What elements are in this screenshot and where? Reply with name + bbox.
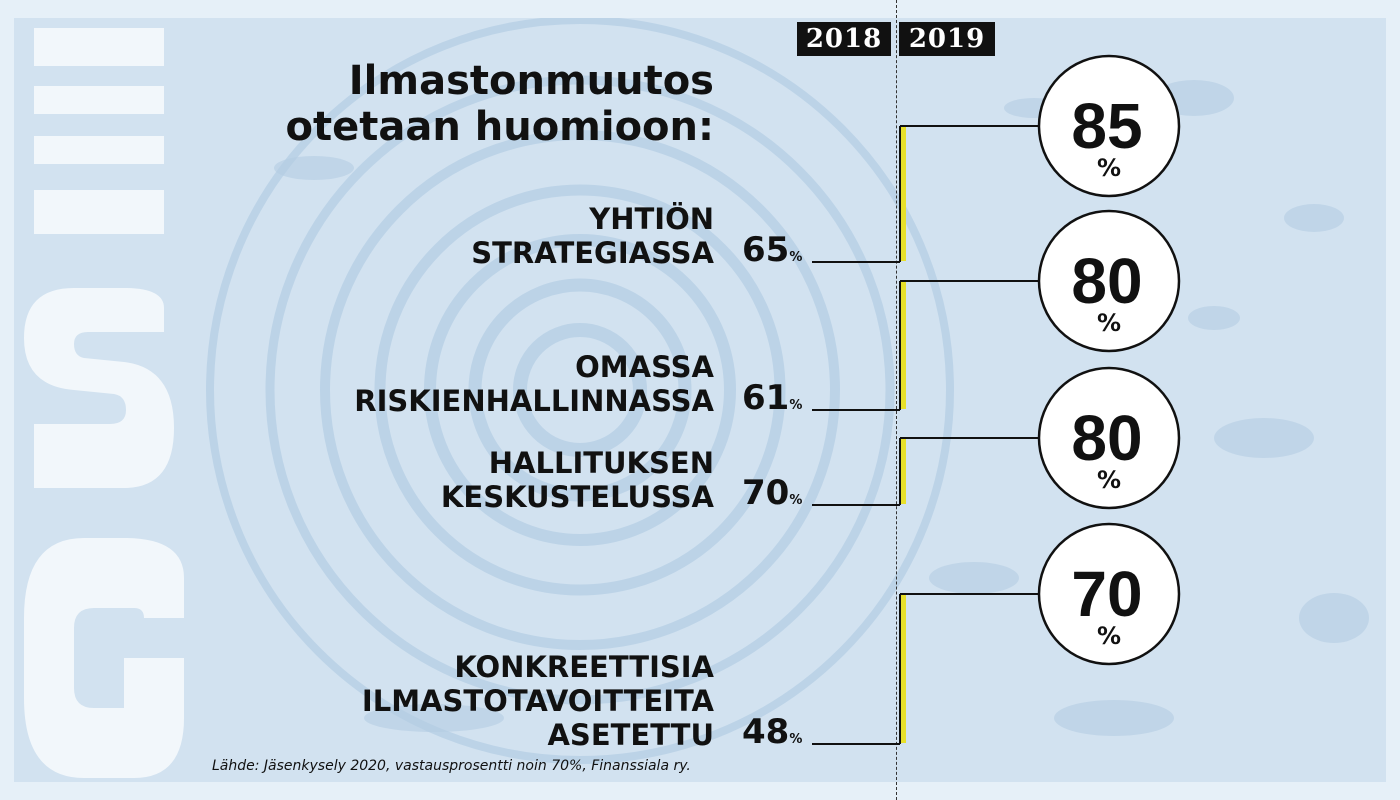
ripple-ring xyxy=(320,130,840,650)
ripple-splash xyxy=(1188,306,1240,330)
ripple-splash xyxy=(1299,593,1369,643)
value-2019-number: 80 xyxy=(1071,402,1142,474)
value-2018-number: 70 xyxy=(742,473,790,513)
change-bar xyxy=(901,595,906,743)
category-label: YHTIÖN STRATEGIASSA xyxy=(471,202,714,270)
value-2018-unit: % xyxy=(789,732,803,747)
value-2019-unit: % xyxy=(1097,309,1121,337)
value-2019-number: 80 xyxy=(1071,245,1142,317)
value-2018-label: 70% xyxy=(742,473,802,521)
category-label-line: OMASSA xyxy=(575,350,714,384)
value-2019-unit: % xyxy=(1097,622,1121,650)
year-label-2019: 2019 xyxy=(899,22,995,56)
ripple-ring xyxy=(468,278,692,502)
decorative-letters xyxy=(14,18,194,782)
category-label-line: ILMASTOTAVOITTEITA xyxy=(361,684,714,718)
value-2018-number: 65 xyxy=(742,230,790,270)
title-line-2: otetaan huomioon: xyxy=(285,104,715,150)
value-2018-label: 61% xyxy=(742,378,802,426)
value-2019-circle xyxy=(1037,209,1181,353)
title-line-1: Ilmastonmuutos xyxy=(348,58,714,104)
value-2018-number: 48 xyxy=(742,712,790,752)
category-label-line: KONKREETTISIA xyxy=(454,650,714,684)
ripple-splash xyxy=(1284,204,1344,232)
ripple-ring xyxy=(206,18,954,764)
change-bar xyxy=(901,127,906,261)
year-divider-line xyxy=(896,0,897,800)
ripple-splash xyxy=(1214,418,1314,458)
ripple-splash xyxy=(1054,700,1174,736)
value-2018-label: 48% xyxy=(742,712,802,760)
ripple-ring xyxy=(513,323,647,457)
value-2019-circle xyxy=(1037,54,1181,198)
value-2018-unit: % xyxy=(789,250,803,265)
category-label-line: HALLITUKSEN xyxy=(488,446,714,480)
ripple-ring xyxy=(424,234,736,546)
value-2019-circle xyxy=(1037,522,1181,666)
category-label-line: YHTIÖN xyxy=(589,202,714,236)
value-2019-number: 85 xyxy=(1071,90,1142,162)
ripple-ring xyxy=(265,75,895,705)
value-2019-unit: % xyxy=(1097,466,1121,494)
value-2018-unit: % xyxy=(789,398,803,413)
category-label-line: RISKIENHALLINNASSA xyxy=(354,384,714,418)
ripple-splash xyxy=(929,562,1019,594)
category-label: OMASSA RISKIENHALLINNASSA xyxy=(354,350,714,418)
value-2018-unit: % xyxy=(789,493,803,508)
ripple-splash xyxy=(274,156,354,180)
value-2018-label: 65% xyxy=(742,230,802,278)
value-2018-number: 61 xyxy=(742,378,790,418)
category-label: KONKREETTISIA ILMASTOTAVOITTEITA ASETETTU xyxy=(362,650,714,752)
value-2019-circle xyxy=(1037,366,1181,510)
decorative-letters-graphic xyxy=(24,28,184,778)
value-2019-unit: % xyxy=(1097,154,1121,182)
source-note: Lähde: Jäsenkysely 2020, vastausprosentt… xyxy=(212,758,691,774)
change-bar xyxy=(901,439,906,504)
chart-title: Ilmastonmuutos otetaan huomioon: xyxy=(286,58,715,150)
category-label: HALLITUKSEN KESKUSTELUSSA xyxy=(441,446,714,514)
year-label-2018: 2018 xyxy=(797,22,891,56)
category-label-line: ASETETTU xyxy=(547,718,714,752)
ripple-ring xyxy=(374,184,786,596)
value-2019-number: 70 xyxy=(1071,558,1142,630)
category-label-line: KESKUSTELUSSA xyxy=(440,480,714,514)
change-bar xyxy=(901,282,906,409)
category-label-line: STRATEGIASSA xyxy=(471,236,714,270)
ripple-splash xyxy=(364,704,504,732)
